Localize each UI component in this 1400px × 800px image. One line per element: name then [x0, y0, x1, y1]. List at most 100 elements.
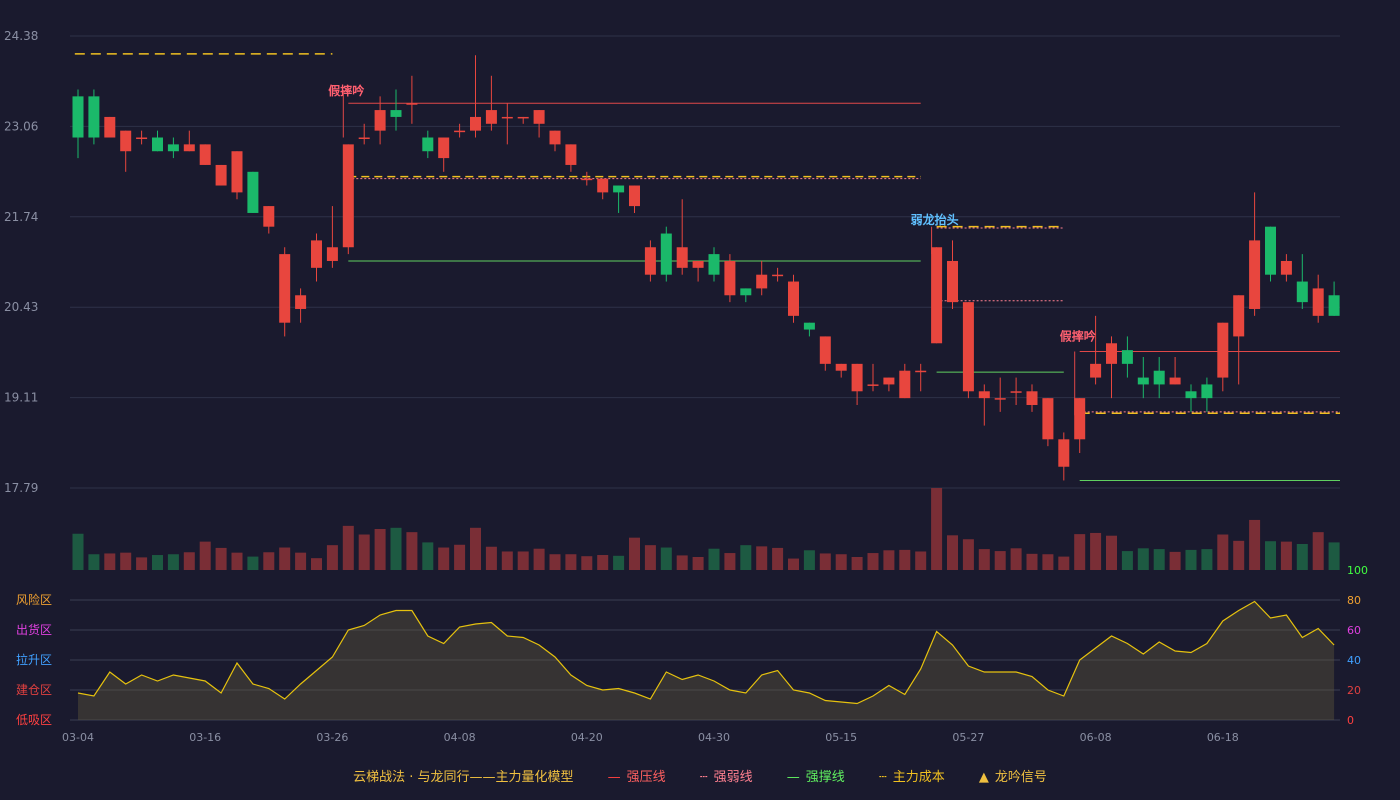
y-tick-label: 24.38: [4, 29, 38, 43]
y-tick-label: 17.79: [4, 481, 38, 495]
candle-body: [1280, 260, 1292, 275]
candle-body: [167, 144, 179, 152]
volume-bar: [835, 554, 847, 570]
candle-body: [756, 274, 768, 289]
level-lines: [74, 53, 1340, 481]
indicator-axis-label: 80: [1347, 594, 1361, 607]
candle-body: [947, 260, 958, 303]
zone-label: 风险区: [16, 592, 52, 607]
volume-bar: [279, 547, 291, 570]
legend-label: 龙吟信号: [994, 770, 1047, 785]
x-tick-label: 03-26: [316, 731, 348, 744]
volume-bar: [1296, 543, 1308, 570]
candle-body: [454, 130, 466, 133]
volume-bar: [851, 556, 863, 570]
volume-bar: [374, 529, 386, 570]
volume-bar: [565, 554, 577, 570]
legend-item-support-line[interactable]: — 强撑线: [787, 766, 845, 785]
volume-bar: [1106, 535, 1117, 570]
indicator-line: [77, 600, 1335, 705]
volume-bar: [1058, 556, 1070, 570]
volume-bar: [326, 545, 338, 570]
candle-body: [1328, 295, 1340, 316]
candle-body: [88, 96, 100, 138]
volume-bar: [899, 549, 911, 570]
candle-body: [231, 151, 243, 193]
x-tick-label: 03-04: [62, 731, 94, 744]
candle-body: [597, 178, 609, 193]
candle-body: [279, 254, 291, 323]
volume-bar: [994, 551, 1006, 570]
volume-bar: [136, 557, 148, 570]
volume-bar: [311, 558, 322, 570]
candle-body: [803, 322, 815, 330]
volume-bar: [597, 555, 609, 570]
legend-item-strong-pressure[interactable]: — 强压线: [608, 766, 666, 785]
x-tick-label: 06-18: [1207, 731, 1239, 744]
volume-bar: [1233, 540, 1245, 570]
y-tick-label: 19.11: [4, 391, 38, 405]
volume-bar: [72, 533, 84, 570]
candle-body: [533, 110, 545, 124]
legend-mark-strength-line: ┄: [699, 770, 708, 785]
candle-body: [1074, 398, 1086, 440]
volume-bar: [613, 555, 625, 570]
volume-bar: [740, 545, 752, 570]
candle-body: [1201, 384, 1213, 399]
candle-body: [1169, 377, 1181, 385]
candle-body: [1312, 288, 1324, 316]
volume-bar: [1265, 541, 1276, 570]
volume-bar: [406, 532, 418, 570]
candle-body: [183, 144, 195, 152]
triangle-icon: ▲: [978, 770, 989, 785]
candle-body: [199, 144, 211, 165]
volume-bar: [1090, 532, 1102, 570]
volume-bar: [167, 554, 179, 570]
candle-body: [613, 185, 625, 193]
candle-body: [708, 254, 720, 275]
volume-bar: [485, 546, 497, 570]
volume-bar: [947, 535, 958, 570]
legend-mark-support-line: —: [786, 770, 800, 785]
candle-body: [851, 363, 863, 392]
legend-item-dragon-signal[interactable]: ▲ 龙吟信号: [979, 766, 1047, 785]
candle-body: [772, 274, 784, 277]
candle-body: [247, 171, 259, 213]
volume-bar: [978, 549, 990, 570]
volume-bar: [533, 548, 545, 570]
legend-label: 主力成本: [892, 770, 945, 785]
volume-bar: [517, 551, 529, 570]
volume-bars: [72, 488, 1340, 570]
candle-body: [1042, 398, 1054, 440]
price-grid: 24.38 23.06 21.74 20.43 19.11 17.79: [4, 29, 1340, 495]
candle-body: [1153, 370, 1165, 385]
indicator-axis-label: 20: [1347, 684, 1361, 697]
volume-bar: [438, 547, 450, 570]
candle-body: [883, 377, 895, 385]
volume-bar: [1249, 519, 1261, 570]
volume-bar: [295, 552, 307, 570]
volume-bar: [120, 552, 132, 570]
candle-body: [581, 178, 593, 181]
candle-body: [136, 137, 148, 140]
legend-mark-main-cost: ┄: [878, 770, 887, 785]
volume-bar: [629, 537, 640, 570]
candle-body: [1137, 377, 1149, 385]
candle-body: [978, 391, 990, 399]
indicator-area: [78, 601, 1335, 720]
legend-item-strength-line[interactable]: ┄ 强弱线: [700, 766, 753, 785]
legend-label: 强压线: [626, 770, 666, 785]
y-tick-label: 20.43: [4, 300, 38, 314]
x-tick-label: 05-15: [825, 731, 857, 744]
volume-bar: [803, 550, 815, 570]
volume-bar: [1217, 534, 1229, 570]
legend-item-main-cost[interactable]: ┄ 主力成本: [879, 766, 945, 785]
volume-bar: [88, 554, 100, 570]
candle-body: [422, 137, 434, 152]
candle-body: [740, 288, 752, 296]
candle-body: [390, 110, 402, 117]
candle-body: [326, 247, 338, 261]
